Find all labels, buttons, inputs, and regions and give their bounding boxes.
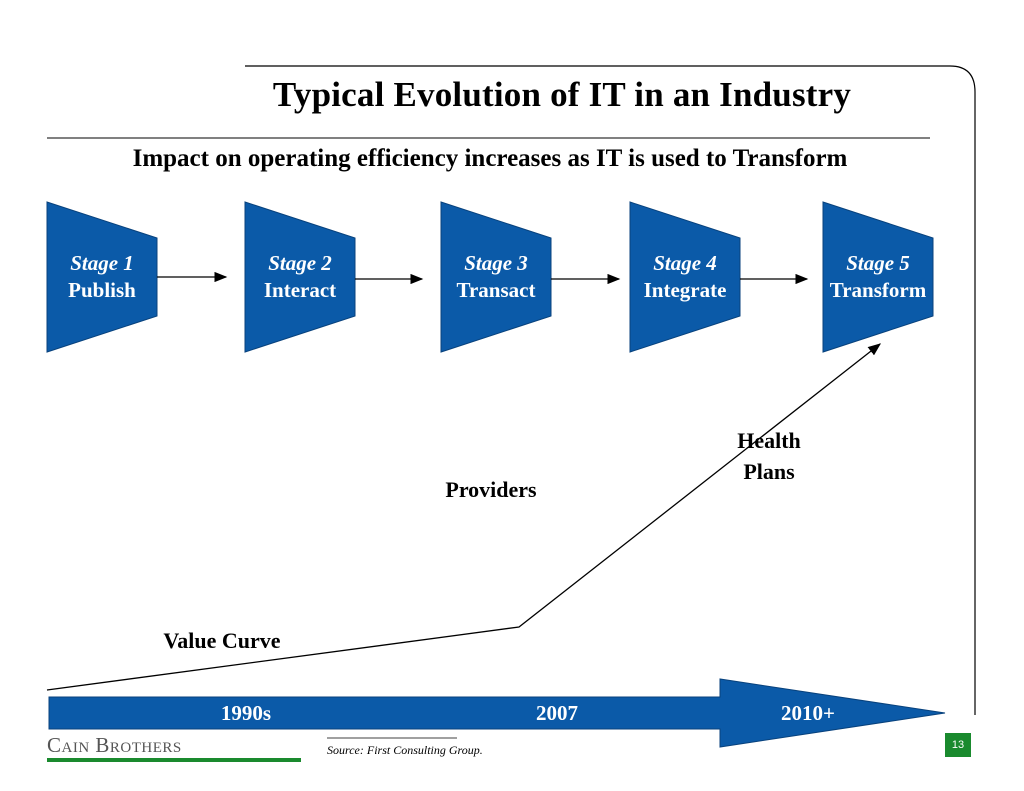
stage-5-label: Stage 5 Transform [813,250,943,304]
logo-underline [47,758,301,762]
page-number-badge: 13 [945,733,971,757]
era-2007: 2007 [536,701,578,725]
value-curve-line [46,343,882,691]
stage-1-shape [46,201,158,353]
stage-1-number: Stage 1 [70,251,134,275]
stage-4-shape [629,201,741,353]
slide-frame-border [245,65,976,715]
stage-3-number: Stage 3 [464,251,528,275]
era-1990s: 1990s [220,701,272,725]
stage-5-name: Transform [829,278,927,302]
stage-3-name: Transact [456,278,536,302]
stage-3-label: Stage 3 Transact [431,250,561,304]
health-plans-line1: Health [737,428,801,453]
stage-5-number: Stage 5 [846,251,910,275]
page-subtitle: Impact on operating efficiency increases… [132,145,848,172]
stage-1-label: Stage 1 Publish [37,250,167,304]
stage-2-shape [244,201,356,353]
health-plans-label: Health Plans [709,425,829,487]
timeline-arrow [48,678,946,748]
era-2010-plus: 2010+ [781,701,835,725]
stage-4-name: Integrate [643,278,727,302]
stage-5-shape [822,201,934,353]
providers-label: Providers [445,477,537,502]
stage-2-name: Interact [263,278,337,302]
stage-3-shape [440,201,552,353]
stage-2-number: Stage 2 [268,251,332,275]
health-plans-line2: Plans [743,459,795,484]
stage-4-label: Stage 4 Integrate [620,250,750,304]
company-logo: Cain Brothers [47,733,182,757]
stage-4-number: Stage 4 [653,251,717,275]
stage-1-name: Publish [68,278,136,302]
page-title: Typical Evolution of IT in an Industry [272,75,852,114]
value-curve-label: Value Curve [163,628,281,653]
source-note: Source: First Consulting Group. [327,743,483,757]
stage-2-label: Stage 2 Interact [235,250,365,304]
